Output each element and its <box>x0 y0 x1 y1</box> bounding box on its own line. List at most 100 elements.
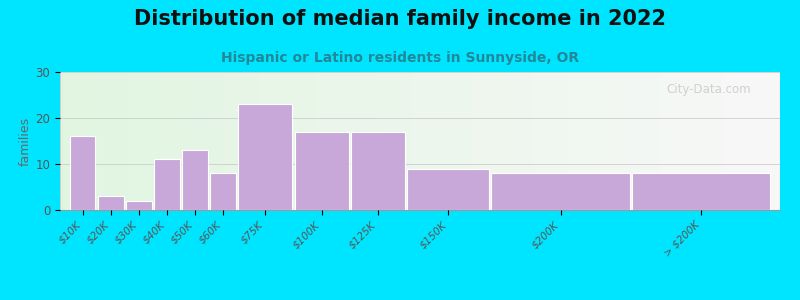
Bar <box>610 72 614 210</box>
Bar <box>519 72 523 210</box>
Bar <box>252 72 255 210</box>
Bar <box>194 72 198 210</box>
Bar <box>110 72 114 210</box>
Bar <box>466 72 469 210</box>
Bar <box>469 72 473 210</box>
Bar <box>245 72 248 210</box>
Bar <box>443 72 447 210</box>
Bar <box>407 72 411 210</box>
Text: Distribution of median family income in 2022: Distribution of median family income in … <box>134 9 666 29</box>
Bar <box>682 72 686 210</box>
Bar <box>139 72 143 210</box>
Bar <box>248 72 252 210</box>
Bar <box>328 72 331 210</box>
Bar <box>64 72 67 210</box>
Bar <box>708 72 711 210</box>
Y-axis label: families: families <box>18 116 31 166</box>
Bar <box>418 72 422 210</box>
Bar <box>578 72 581 210</box>
Bar <box>476 72 480 210</box>
Bar <box>440 72 443 210</box>
Bar <box>526 72 530 210</box>
Bar <box>364 72 367 210</box>
Bar <box>103 72 107 210</box>
Bar <box>230 72 234 210</box>
Bar <box>226 72 230 210</box>
Bar <box>602 72 606 210</box>
Bar <box>574 72 578 210</box>
Bar <box>198 72 201 210</box>
Bar <box>678 72 682 210</box>
Bar <box>143 72 147 210</box>
Bar <box>266 72 270 210</box>
Bar <box>338 72 342 210</box>
Bar <box>205 72 208 210</box>
Bar <box>697 72 701 210</box>
Bar <box>730 72 733 210</box>
Bar <box>107 72 110 210</box>
Bar <box>154 159 180 210</box>
Bar <box>262 72 266 210</box>
Bar <box>190 72 194 210</box>
Bar <box>776 72 780 210</box>
Bar <box>360 72 364 210</box>
Bar <box>747 72 751 210</box>
Bar <box>176 72 179 210</box>
Bar <box>404 72 407 210</box>
Bar <box>208 72 212 210</box>
Bar <box>234 72 238 210</box>
Bar <box>78 72 82 210</box>
Bar <box>494 72 498 210</box>
Bar <box>274 72 277 210</box>
Bar <box>675 72 678 210</box>
Bar <box>82 72 86 210</box>
Bar <box>179 72 183 210</box>
Bar <box>136 72 139 210</box>
Bar <box>722 72 726 210</box>
Bar <box>114 72 118 210</box>
Bar <box>284 72 288 210</box>
Bar <box>86 72 89 210</box>
Bar <box>294 132 349 210</box>
Bar <box>563 72 566 210</box>
Bar <box>462 72 466 210</box>
Bar <box>291 72 295 210</box>
Bar <box>473 72 476 210</box>
Bar <box>516 72 519 210</box>
Bar <box>570 72 574 210</box>
Bar <box>426 72 429 210</box>
Bar <box>122 72 125 210</box>
Bar <box>67 72 71 210</box>
Bar <box>281 72 284 210</box>
Bar <box>581 72 585 210</box>
Bar <box>70 136 95 210</box>
Bar <box>490 72 494 210</box>
Bar <box>321 72 324 210</box>
Bar <box>621 72 625 210</box>
Bar <box>483 72 487 210</box>
Bar <box>639 72 642 210</box>
Bar <box>150 72 154 210</box>
Bar <box>559 72 563 210</box>
Bar <box>534 72 538 210</box>
Bar <box>458 72 462 210</box>
Bar <box>407 169 489 210</box>
Bar <box>690 72 693 210</box>
Bar <box>89 72 93 210</box>
Bar <box>378 72 382 210</box>
Bar <box>632 173 770 210</box>
Bar <box>353 72 357 210</box>
Bar <box>411 72 414 210</box>
Bar <box>93 72 96 210</box>
Bar <box>298 72 302 210</box>
Bar <box>182 150 208 210</box>
Bar <box>751 72 754 210</box>
Bar <box>350 72 353 210</box>
Bar <box>241 72 245 210</box>
Bar <box>646 72 650 210</box>
Bar <box>566 72 570 210</box>
Bar <box>704 72 708 210</box>
Bar <box>382 72 386 210</box>
Bar <box>661 72 664 210</box>
Bar <box>502 72 505 210</box>
